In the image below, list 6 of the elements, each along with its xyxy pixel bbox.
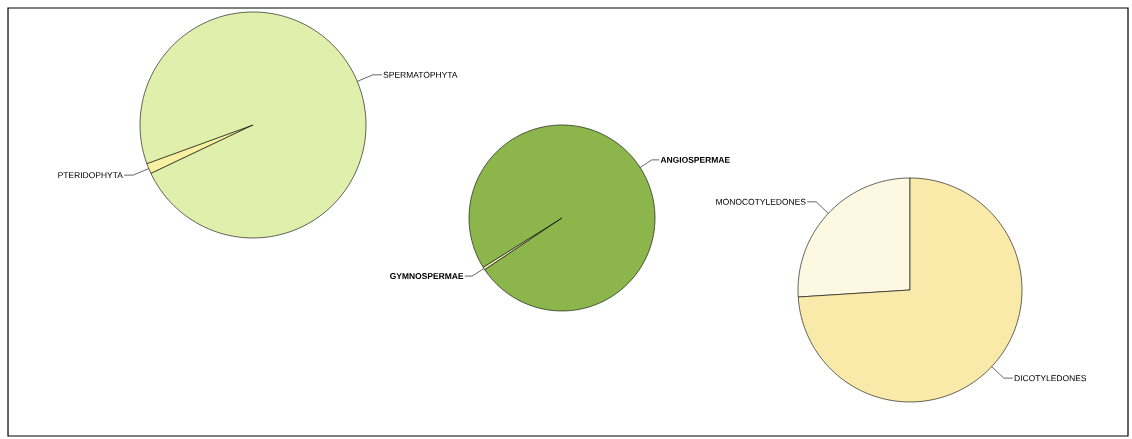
slice-label: PTERIDOPHYTA: [58, 172, 123, 179]
slice-label: MONOCOTYLEDONES: [716, 198, 806, 205]
slice-label: ANGIOSPERMAE: [660, 156, 730, 163]
slice-label: SPERMATOPHYTA: [383, 71, 458, 78]
slice-label: DICOTYLEDONES: [1014, 375, 1087, 382]
slice-label: GYMNOSPERMAE: [390, 273, 464, 280]
